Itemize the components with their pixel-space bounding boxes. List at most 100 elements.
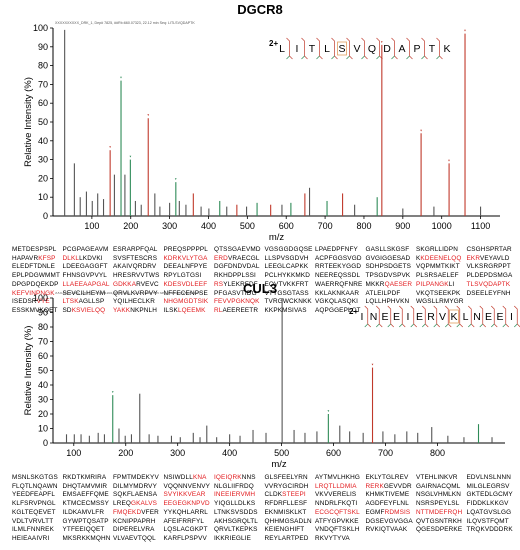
sequence-block: VLKSRGRPPT [466,263,511,271]
identified-peptide: GKALVS [131,500,158,508]
sequence-row: ELEDFTDNLE LDEEGAGGFT AKAIVQRDRV DEEALNFPYE… [12,263,517,272]
fragment-cleavage-mark [376,305,383,328]
sequence-block: RFDRFLLESF [264,500,308,508]
sequence-block: ISEDSRVYE [12,298,50,306]
sequence-block: YEEDFEAPFL [12,491,56,499]
sequence-block [366,535,417,544]
fragment-b-mark [376,323,380,328]
sequence-block: GKTEDLGCMY [466,491,513,499]
sequence-row: KGLTEQEVET ILDKAMVLFR FMQEKDVFER YYKQHLARRL… [12,509,517,518]
identified-peptide: LRQTLLDMIA [315,482,357,490]
fragment-cleavage-mark [361,37,368,60]
identified-peptide: KFSP [38,254,56,262]
fragment-b-mark [468,323,472,328]
identified-peptide: KSVIELQQ [71,306,106,314]
fragment-b-mark [422,323,426,328]
identified-peptide: EKR [466,254,480,262]
fragment-cleavage-mark [331,37,338,60]
fragment-cleavage-mark [479,305,486,328]
peak-marker: ▾ [381,40,383,44]
peptide-residue: T [309,43,316,55]
sequence-block: EQVTVKKFRT [264,280,309,288]
y-tick-label: 40 [38,136,48,146]
y-tick-label: 60 [38,351,48,361]
peak-marker: ▾ [112,390,114,394]
identified-peptide: QAESER [384,280,413,288]
sequence-block: LQLLHPHVKN [365,298,410,306]
fragment-cleavage-mark [376,37,383,60]
sequence-block: AFEIFRRFYL [163,517,205,525]
peptide-residue: E [485,311,492,323]
cul3-title: CUL3 [243,281,277,296]
identified-peptide: YAKK [113,306,131,314]
sequence-row: ILMLFNNREK YTFEEIQQET DIPERELVRA LQSLACGKPT… [12,526,517,535]
sequence-block: EKLYTGLREV [365,474,409,481]
identified-peptide: KEFVINPNGK [12,289,55,297]
sequence-block: PFGASVTIDG [214,289,257,297]
fragment-cleavage-mark [468,305,475,328]
sequence-block: EPLPDGWMMT [12,272,61,280]
fragment-b-mark [479,323,483,328]
peptide-residue: R [427,311,435,323]
fragment-cleavage-mark [514,305,520,328]
sequence-block: KDRKVLYTGA [164,255,215,264]
sequence-block: DHQTAMVMIR [62,482,108,490]
sequence-block: DIPERELVRA [113,526,155,534]
sequence-row: YEEDFEAPFL EMSAEFFQME SQKFLAENSA SVYIKKVEAR… [12,491,517,500]
sequence-block: ILDKAMVLFR [62,508,105,516]
y-tick-label: 10 [38,424,48,434]
sequence-block: LTSKAGLLSP [62,298,105,306]
identified-peptide: EEGEGKNPVD [163,500,210,508]
cul3-sequence-block: MSNLSKGTGS RKDTKMRIRA FPMTMDEKYV NSIWDLLKNA… [12,474,517,544]
identified-peptide: KDEENELQQ [420,254,462,262]
sequence-block: LPAEDPFNFY [315,246,358,253]
sequence-block: EKRVEYAVLD [466,254,510,262]
x-tick-label: 200 [118,448,133,458]
sequence-block: QRVLTKEPKS [214,526,258,534]
sequence-block: TVRGWCKNKK [264,298,312,306]
sequence-block: RRTEEKYGGD [315,263,362,271]
sequence-block: LEEGLCAPKK [264,263,309,271]
identified-peptide: RDMSIS [384,508,411,516]
sequence-block: KGLTEQEVET [12,508,56,516]
sequence-block: PLSRSAELEF [416,272,459,280]
y-tick-label: 70 [38,79,48,89]
sequence-block: DGFDNDVDAL [214,263,260,271]
sequence-block: IQEIQRKNNS [214,474,256,481]
sequence-block: LLSPVSGDVH [264,254,309,262]
fragment-cleavage-mark [502,305,509,328]
fragment-cleavage-mark [456,305,463,328]
sequence-block: MKKRQAESER [365,280,413,288]
peak-marker: ▾ [327,409,329,413]
sequence-row: DPGPDQEKDP LLAEEAAPGAL GDKKARVEVC KDESVDLEE… [12,281,517,290]
sequence-block: METDESPSPL [12,246,57,253]
y-tick-label: 20 [38,409,48,419]
sequence-block: VVRYGCIRDH [264,482,309,490]
fragment-cleavage-mark [316,37,323,60]
sequence-block: KDESVDLEEF [164,281,215,290]
sequence-block: KKDEENELQQ [416,254,462,262]
peak-marker: ▾ [109,145,111,149]
fragment-cleavage-mark [301,37,308,60]
peptide-residue: A [398,43,405,55]
x-tick-label: 800 [356,221,371,231]
sequence-block: DLKLLKDVKI [62,254,103,262]
identified-peptide: DLKL [62,254,80,262]
fragment-cleavage-mark [286,37,293,60]
fragment-cleavage-mark [421,37,428,60]
sequence-block: REYLARTPED [264,534,309,542]
peptide-residue: L [463,311,469,323]
peak-marker: ▾ [448,158,450,162]
sequence-block: FIDDKLKKGV [466,500,509,508]
fragment-b-mark [361,55,365,60]
fragment-cleavage-mark [387,305,394,328]
sequence-block: EEGEGKNPVD [164,500,215,509]
sequence-block: YQILHECLKR [113,298,155,306]
sequence-block: YTFEEIQQET [62,526,105,534]
peptide-residue: E [381,311,388,323]
fragment-cleavage-mark [399,305,406,328]
x-axis-label: m/z [269,232,285,243]
fragment-b-mark [316,55,320,60]
identified-peptide: LQEEMK [177,306,206,314]
peak-marker: ▾ [372,363,374,367]
